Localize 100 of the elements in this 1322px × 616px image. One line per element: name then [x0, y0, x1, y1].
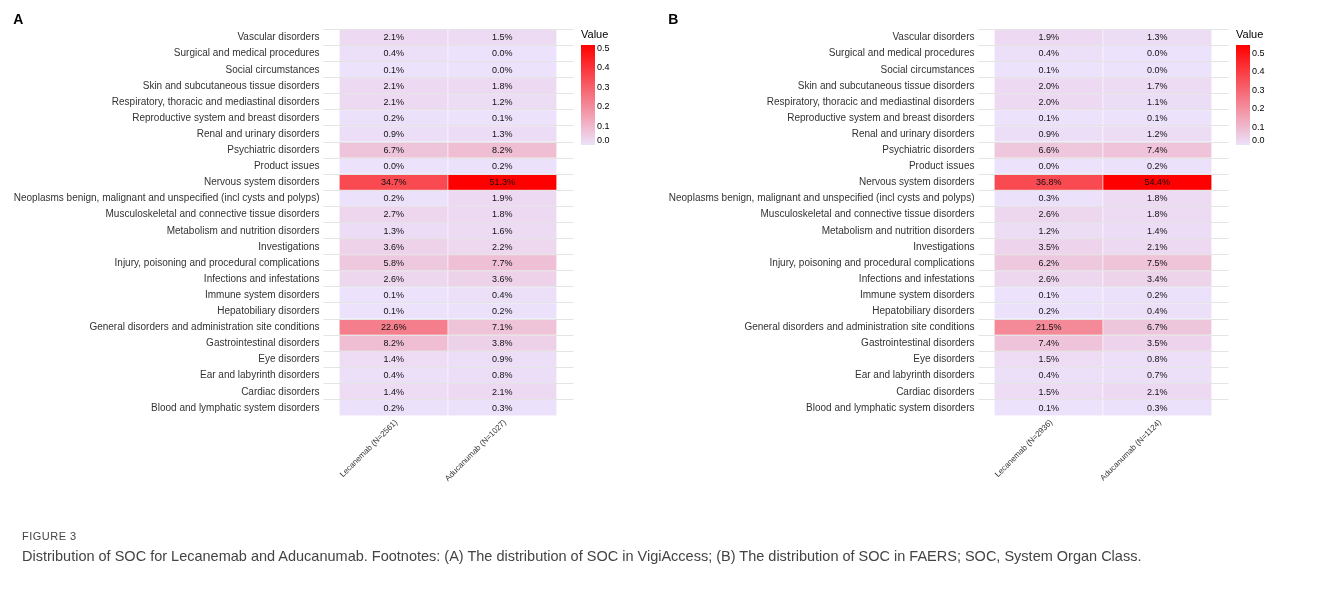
- y-tick-label: Renal and urinary disorders: [851, 127, 975, 139]
- y-tick-label: Ear and labyrinth disorders: [854, 369, 975, 381]
- color-bar-label: 0.5: [597, 42, 610, 53]
- data-label: 0.2%: [383, 402, 404, 413]
- text: B: [668, 11, 679, 27]
- data-label: 0.4%: [492, 289, 513, 300]
- data-label: 0.4%: [383, 370, 404, 381]
- y-tick-label: Respiratory, thoracic and mediastinal disorders: [111, 95, 320, 107]
- y-tick-label: Cardiac disorders: [241, 385, 320, 397]
- y-tick-label: Surgical and medical procedures: [828, 47, 975, 59]
- data-label: 1.8%: [1147, 193, 1168, 204]
- data-label: 3.5%: [1038, 241, 1059, 252]
- data-label: 3.6%: [383, 241, 404, 252]
- data-label: 2.2%: [492, 241, 513, 252]
- y-tick-label: Musculoskeletal and connective tissue disorders: [105, 208, 320, 220]
- data-label: 6.2%: [1038, 257, 1059, 268]
- y-tick-label: Gastrointestinal disorders: [206, 337, 320, 349]
- data-label: 3.4%: [1147, 273, 1168, 284]
- color-bar-label: 0.1: [1252, 121, 1265, 132]
- color-bar-label: 0.0: [1252, 135, 1265, 145]
- data-label: 1.3%: [1147, 32, 1168, 43]
- data-label: 2.1%: [492, 386, 513, 397]
- data-label: 2.1%: [1147, 241, 1168, 252]
- legend-title: Value: [581, 28, 609, 40]
- data-label: 0.3%: [1147, 402, 1168, 413]
- data-label: 1.2%: [1038, 225, 1059, 236]
- y-tick-label: Psychiatric disorders: [227, 144, 320, 156]
- data-label: 1.9%: [1038, 32, 1059, 43]
- data-label: 0.2%: [1147, 161, 1168, 172]
- color-bar-label: 0.4: [597, 62, 610, 73]
- data-label: 6.7%: [383, 145, 404, 156]
- data-label: 51.3%: [489, 177, 516, 188]
- y-tick-label: Infections and infestations: [203, 272, 320, 284]
- data-label: 0.1%: [1038, 289, 1059, 300]
- data-label: 7.7%: [492, 257, 513, 268]
- y-tick-label: General disorders and administration site conditions: [89, 321, 320, 333]
- y-tick-label: Psychiatric disorders: [882, 144, 975, 156]
- data-label: 0.9%: [492, 354, 513, 365]
- y-tick-label: Reproductive system and breast disorders: [132, 111, 320, 123]
- data-label: 0.0%: [383, 161, 404, 172]
- data-label: 0.4%: [383, 48, 404, 59]
- data-label: 1.2%: [1147, 128, 1168, 139]
- y-tick-label: Neoplasms benign, malignant and unspecified (incl cysts and polyps): [13, 192, 320, 204]
- data-label: 1.4%: [383, 354, 404, 365]
- data-label: 2.1%: [383, 32, 404, 43]
- data-label: 1.4%: [383, 386, 404, 397]
- data-label: 0.1%: [492, 112, 513, 123]
- y-tick-label: Vascular disorders: [237, 31, 320, 43]
- data-label: 0.0%: [1147, 64, 1168, 75]
- data-label: 1.5%: [1038, 354, 1059, 365]
- y-tick-label: Eye disorders: [913, 353, 975, 365]
- data-label: 0.2%: [492, 306, 513, 317]
- y-tick-label: Renal and urinary disorders: [196, 127, 320, 139]
- y-tick-label: Nervous system disorders: [858, 176, 975, 188]
- data-label: 1.5%: [492, 32, 513, 43]
- y-tick-label: Vascular disorders: [892, 31, 975, 43]
- y-tick-label: Product issues: [908, 160, 975, 172]
- data-label: 1.5%: [1038, 386, 1059, 397]
- y-tick-label: Social circumstances: [880, 63, 975, 75]
- y-tick-label: Immune system disorders: [205, 288, 320, 300]
- y-tick-label: Neoplasms benign, malignant and unspecified (incl cysts and polyps): [668, 192, 975, 204]
- color-bar-label: 0.3: [1252, 84, 1265, 95]
- y-tick-label: Investigations: [913, 240, 975, 252]
- data-label: 0.0%: [1147, 48, 1168, 59]
- data-label: 0.4%: [1038, 48, 1059, 59]
- text: A: [13, 11, 24, 27]
- data-label: 1.3%: [383, 225, 404, 236]
- data-label: 0.1%: [1038, 402, 1059, 413]
- color-bar-label: 0.5: [1252, 48, 1265, 59]
- data-label: 1.9%: [492, 193, 513, 204]
- data-label: 3.8%: [492, 338, 513, 349]
- data-label: 2.6%: [1038, 209, 1059, 220]
- data-label: 6.6%: [1038, 145, 1059, 156]
- y-tick-label: Surgical and medical procedures: [173, 47, 320, 59]
- y-tick-label: Musculoskeletal and connective tissue disorders: [760, 208, 975, 220]
- data-label: 0.0%: [1038, 161, 1059, 172]
- y-tick-label: Investigations: [258, 240, 320, 252]
- data-label: 3.6%: [492, 273, 513, 284]
- data-label: 0.2%: [492, 161, 513, 172]
- data-label: 0.0%: [492, 64, 513, 75]
- data-label: 2.6%: [383, 273, 404, 284]
- data-label: 36.8%: [1035, 177, 1062, 188]
- data-label: 0.4%: [1147, 306, 1168, 317]
- data-label: 0.1%: [383, 64, 404, 75]
- y-tick-label: Immune system disorders: [860, 288, 975, 300]
- y-tick-label: Injury, poisoning and procedural complications: [769, 256, 975, 268]
- data-label: 21.5%: [1035, 322, 1062, 333]
- y-tick-label: Metabolism and nutrition disorders: [166, 224, 320, 236]
- y-tick-label: Reproductive system and breast disorders: [787, 111, 975, 123]
- y-tick-label: Cardiac disorders: [896, 385, 975, 397]
- color-bar-label: 0.0: [597, 135, 610, 145]
- data-label: 0.1%: [1038, 64, 1059, 75]
- data-label: 3.5%: [1147, 338, 1168, 349]
- y-tick-label: Blood and lymphatic system disorders: [806, 401, 975, 413]
- data-label: 2.6%: [1038, 273, 1059, 284]
- y-tick-label: Respiratory, thoracic and mediastinal disorders: [766, 95, 975, 107]
- data-label: 1.8%: [492, 80, 513, 91]
- data-label: 1.7%: [1147, 80, 1168, 91]
- color-bar-label: 0.4: [1252, 66, 1265, 77]
- data-label: 0.9%: [1038, 128, 1059, 139]
